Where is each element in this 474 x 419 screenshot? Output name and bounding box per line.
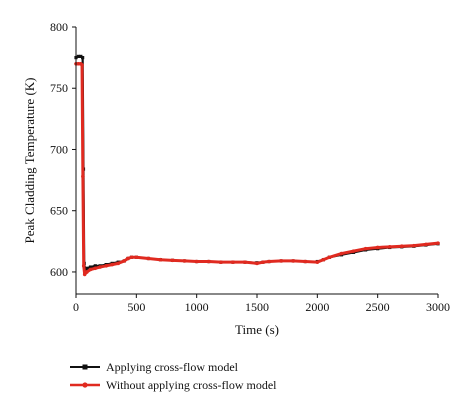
data-point-without-cross-flow	[116, 261, 121, 266]
data-point-applying-cross-flow	[93, 264, 97, 268]
legend-item-applying-cross-flow: Applying cross-flow model	[70, 360, 239, 374]
data-point-without-cross-flow	[206, 259, 211, 264]
data-point-without-cross-flow	[303, 259, 308, 264]
x-tick-label: 1000	[185, 300, 209, 314]
data-point-without-cross-flow	[424, 242, 428, 247]
data-point-without-cross-flow	[122, 259, 127, 263]
x-axis-title: Time (s)	[235, 322, 279, 337]
data-point-without-cross-flow	[436, 241, 440, 245]
data-point-without-cross-flow	[267, 259, 271, 264]
data-point-without-cross-flow	[219, 260, 223, 264]
data-point-without-cross-flow	[279, 259, 283, 263]
data-point-without-cross-flow	[351, 249, 356, 253]
legend-label-applying-cross-flow: Applying cross-flow model	[106, 360, 239, 374]
y-tick-label: 800	[50, 20, 68, 34]
data-point-without-cross-flow	[291, 259, 296, 263]
data-point-without-cross-flow	[81, 264, 86, 268]
data-point-applying-cross-flow	[76, 54, 81, 58]
data-point-without-cross-flow	[80, 63, 84, 67]
data-point-without-cross-flow	[339, 251, 344, 256]
y-tick-label: 650	[50, 204, 68, 218]
y-axis-ticks: 600 650 700 750 800	[50, 20, 76, 279]
x-tick-label: 0	[73, 300, 79, 314]
data-point-without-cross-flow	[110, 262, 114, 267]
legend-label-without-cross-flow: Without applying cross-flow model	[106, 378, 277, 392]
data-point-without-cross-flow	[315, 260, 320, 264]
data-point-without-cross-flow	[400, 244, 404, 249]
data-point-without-cross-flow	[134, 255, 139, 260]
data-point-without-cross-flow	[158, 257, 163, 262]
data-point-without-cross-flow	[98, 265, 102, 269]
x-tick-label: 1500	[245, 300, 269, 314]
legend: Applying cross-flow model Without applyi…	[70, 360, 277, 392]
data-point-without-cross-flow	[363, 246, 368, 251]
data-point-without-cross-flow	[261, 260, 265, 264]
legend-item-without-cross-flow: Without applying cross-flow model	[70, 378, 277, 392]
data-point-without-cross-flow	[387, 245, 392, 249]
x-tick-label: 2000	[305, 300, 329, 314]
data-point-without-cross-flow	[93, 266, 98, 271]
y-tick-label: 600	[50, 265, 68, 279]
series-layer	[74, 54, 440, 277]
data-point-without-cross-flow	[85, 270, 89, 274]
data-point-without-cross-flow	[129, 255, 134, 260]
x-tick-label: 2500	[366, 300, 390, 314]
data-point-without-cross-flow	[81, 174, 85, 179]
data-point-without-cross-flow	[88, 267, 93, 272]
data-point-without-cross-flow	[375, 245, 380, 250]
data-point-without-cross-flow	[82, 272, 87, 277]
data-point-without-cross-flow	[146, 256, 151, 261]
y-tick-label: 750	[50, 81, 68, 95]
y-tick-label: 700	[50, 142, 68, 156]
data-point-applying-cross-flow	[79, 54, 83, 58]
data-point-without-cross-flow	[194, 259, 199, 264]
data-point-without-cross-flow	[231, 260, 235, 264]
x-axis-ticks: 0 500 1000 1500 2000 2500 3000	[73, 294, 450, 314]
legend-marker-square-icon	[82, 364, 88, 370]
data-point-without-cross-flow	[321, 257, 326, 262]
data-point-without-cross-flow	[104, 264, 108, 268]
series-line-without-cross-flow	[76, 62, 439, 276]
data-point-applying-cross-flow	[85, 266, 89, 270]
data-point-without-cross-flow	[126, 256, 130, 261]
data-point-without-cross-flow	[327, 255, 332, 260]
data-point-without-cross-flow	[412, 243, 416, 248]
legend-marker-circle-icon	[82, 382, 88, 388]
data-point-without-cross-flow	[255, 261, 259, 266]
y-axis-title: Peak Cladding Temperature (K)	[22, 78, 37, 244]
series-line-applying-cross-flow	[75, 55, 439, 272]
data-point-without-cross-flow	[182, 259, 187, 263]
data-point-without-cross-flow	[243, 260, 247, 264]
data-point-applying-cross-flow	[88, 265, 93, 269]
data-point-applying-cross-flow	[81, 56, 85, 60]
x-tick-label: 3000	[426, 300, 450, 314]
data-point-without-cross-flow	[170, 258, 175, 263]
axes-layer	[75, 27, 438, 295]
x-tick-label: 500	[127, 300, 145, 314]
